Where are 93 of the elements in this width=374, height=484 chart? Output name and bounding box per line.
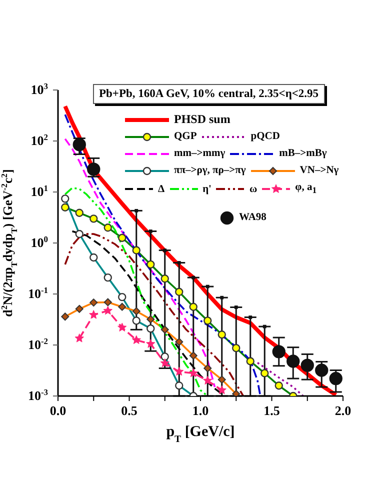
point: [118, 302, 126, 311]
x-tick-label: 1.5: [264, 403, 280, 418]
point: [234, 306, 238, 309]
point: [61, 203, 70, 212]
point: [160, 274, 169, 283]
point: [132, 335, 141, 344]
point: [160, 358, 170, 368]
point: [204, 364, 212, 372]
point: [148, 230, 152, 233]
point: [132, 246, 140, 254]
y-tick-label: 10$^{3}$: [30, 81, 48, 97]
point: [206, 284, 210, 288]
point: [218, 330, 226, 339]
point: [103, 306, 112, 315]
point: [89, 310, 98, 319]
point: [118, 292, 126, 302]
annotation: Pb+Pb, 160A GeV, 10% central, 2.35<η<2.95: [93, 84, 325, 104]
line-series: [63, 104, 338, 396]
legend-label: pQCD: [250, 130, 280, 144]
point: [104, 224, 112, 232]
point: [146, 339, 156, 348]
point: [274, 381, 283, 390]
point: [163, 248, 167, 252]
point: [104, 273, 112, 282]
point: [175, 288, 184, 296]
legend-label: PHSD sum: [174, 112, 230, 127]
point: [90, 214, 98, 223]
point: [174, 366, 184, 376]
point: [160, 352, 169, 361]
legend-label: QGP: [174, 130, 197, 144]
point: [177, 261, 181, 264]
y-tick-label: 10$^{1}$: [30, 183, 48, 199]
point: [61, 194, 70, 203]
point: [189, 352, 198, 360]
point: [188, 368, 198, 378]
point: [232, 344, 240, 352]
y-tick-label: 10$^{-2}$: [28, 336, 48, 352]
point: [75, 230, 84, 238]
point: [218, 376, 226, 384]
point: [61, 312, 70, 321]
point: [329, 372, 342, 386]
legend-label: VN–>Nγ: [300, 164, 339, 178]
point: [203, 376, 212, 385]
y-tick-label: 10$^{-3}$: [28, 387, 48, 403]
point: [192, 276, 196, 280]
point: [90, 253, 98, 262]
legend-label: ω: [249, 182, 258, 197]
line-series: [256, 362, 304, 396]
legend-label: WA98: [239, 211, 266, 226]
y-tick-label: 10$^{-1}$: [28, 285, 48, 301]
legend-label: η': [202, 182, 212, 197]
y-tick-label: 10$^{2}$: [30, 132, 48, 148]
point: [262, 324, 266, 328]
point: [134, 208, 138, 212]
point: [118, 322, 127, 332]
point: [74, 334, 84, 342]
point: [132, 307, 140, 316]
point: [272, 345, 286, 358]
x-tick-label: 0.5: [121, 403, 138, 418]
point: [87, 162, 100, 176]
point: [286, 354, 300, 368]
point: [146, 324, 155, 333]
point: [315, 364, 328, 377]
point: [90, 298, 98, 307]
x-tick-label: 0.0: [50, 403, 66, 418]
point: [175, 381, 184, 390]
point: [104, 298, 112, 306]
legend-label: ππ–>ργ, πρ–>πγ: [174, 164, 246, 178]
legend-label: mm–>mmγ: [174, 147, 226, 161]
point: [189, 302, 198, 311]
point: [248, 316, 252, 319]
point: [246, 357, 254, 366]
x-axis-title: p$_{T}$ [GeV/c]: [166, 424, 235, 444]
point: [146, 260, 155, 269]
legend-label: φ, a$_{1}$: [295, 181, 317, 198]
legend-label: Δ: [158, 182, 165, 197]
point: [75, 208, 84, 217]
point: [300, 358, 314, 372]
point: [220, 296, 224, 300]
legend-label: mB–>mBγ: [279, 147, 327, 161]
point: [204, 316, 212, 325]
point: [217, 385, 226, 394]
point: [75, 304, 84, 313]
point: [146, 315, 155, 324]
point: [132, 316, 140, 325]
y-tick-label: 10$^{0}$: [30, 234, 48, 250]
x-tick-label: 1.0: [192, 403, 209, 418]
point: [118, 234, 126, 242]
point: [72, 138, 86, 152]
point: [175, 338, 184, 346]
point: [260, 369, 269, 378]
point: [160, 326, 169, 334]
x-tick-label: 2.0: [334, 403, 352, 418]
